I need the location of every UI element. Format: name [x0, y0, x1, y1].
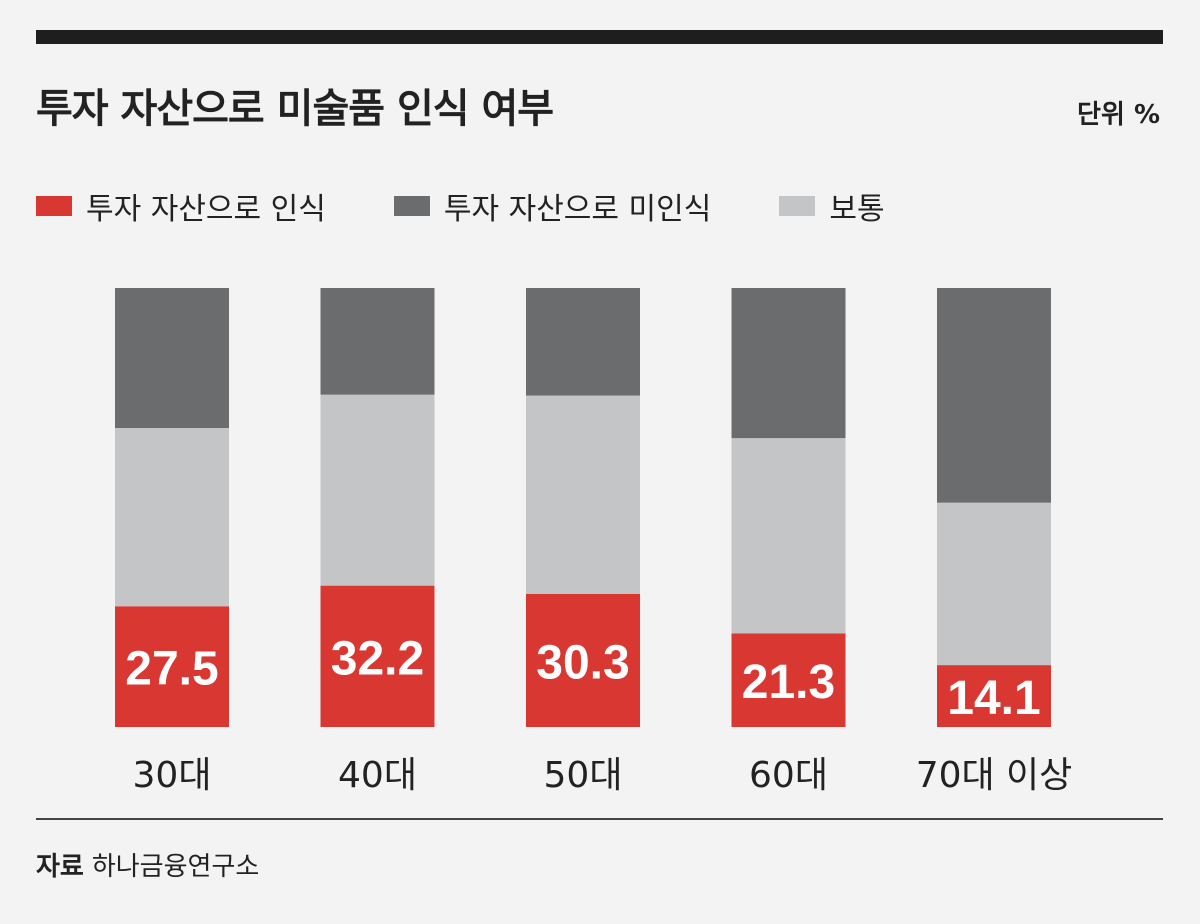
legend-label-neutral: 보통 — [829, 192, 885, 227]
bar-segment-neutral — [320, 394, 435, 586]
source-label: 자료 — [36, 852, 84, 882]
legend-item-neutral: 보통 — [779, 184, 885, 228]
legend-item-not-recognized: 투자 자산으로 미인식 — [393, 184, 712, 228]
bottom-rule — [36, 818, 1163, 820]
unit-label: 단위 % — [1077, 100, 1160, 130]
legend: 투자 자산으로 인식 투자 자산으로 미인식 보통 — [36, 184, 885, 228]
legend-item-recognized: 투자 자산으로 인식 — [36, 184, 326, 228]
bar-segment-recognized — [115, 606, 229, 727]
chart-title: 투자 자산으로 미술품 인식 여부 — [36, 86, 554, 132]
legend-label-not-recognized: 투자 자산으로 미인식 — [443, 192, 712, 227]
bar-segment-not-recognized — [526, 288, 640, 396]
bar-segment-neutral — [731, 438, 846, 634]
bar-segment-neutral — [526, 395, 640, 594]
legend-label-recognized: 투자 자산으로 인식 — [86, 192, 326, 227]
bar-segment-not-recognized — [937, 288, 1051, 503]
data-label: 14.1 — [947, 672, 1040, 725]
data-label: 21.3 — [742, 656, 835, 709]
source-value: 하나금융연구소 — [91, 852, 260, 882]
category-label: 70대 이상 — [916, 755, 1073, 796]
bar-segment-neutral — [937, 502, 1051, 666]
data-label: 27.5 — [125, 643, 218, 696]
category-label: 60대 — [749, 755, 828, 796]
bar-segment-recognized — [320, 585, 435, 727]
bar-segment-not-recognized — [320, 288, 435, 395]
bar-segment-recognized — [526, 593, 640, 727]
legend-swatch-not-recognized — [393, 196, 430, 216]
bar-segment-not-recognized — [115, 288, 229, 429]
top-rule — [36, 30, 1163, 44]
category-label: 40대 — [338, 755, 417, 796]
data-label: 30.3 — [536, 636, 629, 689]
legend-swatch-neutral — [779, 196, 816, 216]
source-note: 자료 하나금융연구소 — [36, 846, 259, 883]
bar-segment-neutral — [115, 428, 229, 607]
bar-segment-recognized — [731, 633, 846, 727]
bar-segment-recognized — [937, 665, 1051, 727]
bar-segment-not-recognized — [731, 288, 846, 439]
category-label: 50대 — [544, 755, 623, 796]
legend-swatch-recognized — [36, 196, 72, 216]
data-label: 32.2 — [331, 632, 424, 685]
category-label: 30대 — [133, 755, 212, 796]
